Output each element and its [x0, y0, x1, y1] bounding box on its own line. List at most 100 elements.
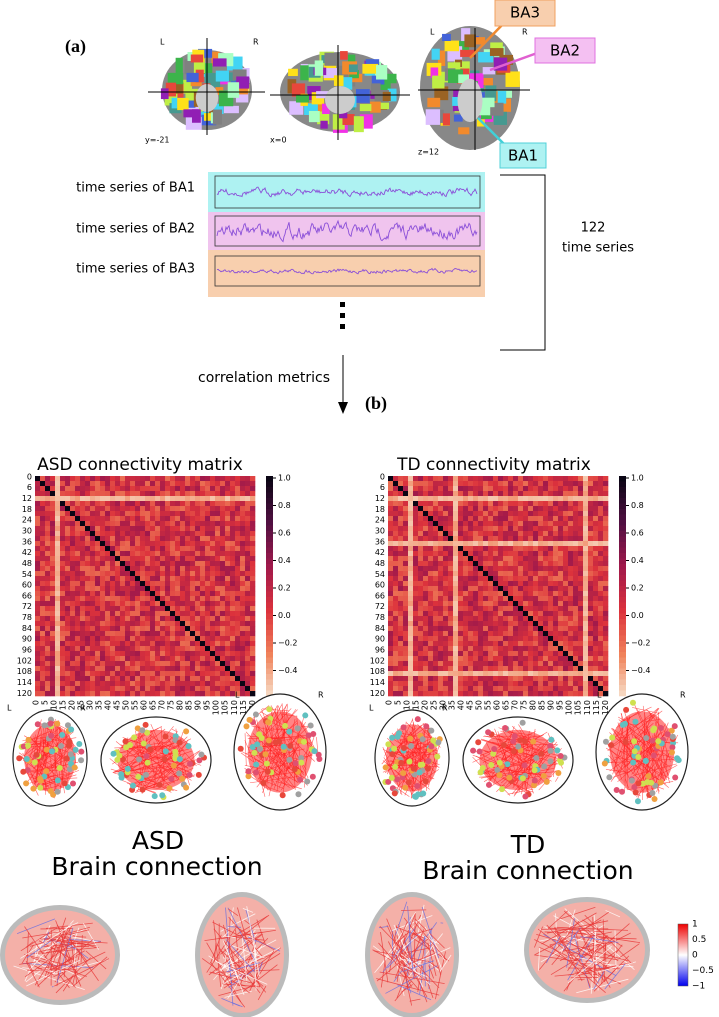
matrix-cell [135, 516, 140, 521]
matrix-cell [175, 676, 180, 681]
matrix-cell [45, 476, 50, 481]
matrix-cell [548, 541, 553, 546]
matrix-cell [215, 636, 220, 641]
matrix-cell [473, 541, 478, 546]
matrix-cell [433, 561, 438, 566]
matrix-cell [398, 531, 403, 536]
matrix-cell [245, 691, 250, 696]
colorbar-step [266, 482, 273, 488]
matrix-cell [130, 601, 135, 606]
matrix-cell [508, 651, 513, 656]
matrix-cell [125, 511, 130, 516]
matrix-cell [60, 651, 65, 656]
matrix-cell [100, 546, 105, 551]
matrix-cell [75, 596, 80, 601]
matrix-cell [65, 581, 70, 586]
matrix-cell [453, 581, 458, 586]
matrix-cell [443, 621, 448, 626]
matrix-cell [533, 571, 538, 576]
matrix-cell [200, 561, 205, 566]
matrix-cell [125, 536, 130, 541]
matrix-cell [50, 586, 55, 591]
matrix-cell [215, 511, 220, 516]
colorbar-step [619, 559, 626, 565]
node [171, 763, 177, 769]
matrix-cell [563, 606, 568, 611]
matrix-cell [220, 666, 225, 671]
matrix-cell [235, 606, 240, 611]
matrix-cell [518, 541, 523, 546]
matrix-cell [453, 616, 458, 621]
matrix-cell [120, 516, 125, 521]
matrix-cell [220, 491, 225, 496]
matrix-cell [215, 546, 220, 551]
matrix-cell [538, 616, 543, 621]
matrix-cell [423, 571, 428, 576]
matrix-cell [483, 641, 488, 646]
matrix-cell [403, 576, 408, 581]
matrix-cell [245, 486, 250, 491]
matrix-cell [90, 571, 95, 576]
matrix-cell [55, 611, 60, 616]
matrix-cell [458, 606, 463, 611]
matrix-cell [593, 541, 598, 546]
matrix-cell [423, 521, 428, 526]
matrix-cell [195, 621, 200, 626]
matrix-cell [398, 586, 403, 591]
matrix-cell [553, 666, 558, 671]
matrix-cell [45, 611, 50, 616]
matrix-cell [40, 676, 45, 681]
matrix-cell [573, 501, 578, 506]
matrix-cell [458, 671, 463, 676]
matrix-cell [503, 671, 508, 676]
matrix-cell [593, 626, 598, 631]
node [308, 722, 314, 728]
colorbar-step [266, 559, 273, 565]
matrix-cell [428, 586, 433, 591]
parcel [427, 98, 440, 107]
matrix-cell [528, 496, 533, 501]
matrix-cell [528, 586, 533, 591]
matrix-cell [468, 641, 473, 646]
matrix-cell [40, 521, 45, 526]
matrix-cell [205, 671, 210, 676]
matrix-cell [523, 476, 528, 481]
matrix-cell [553, 481, 558, 486]
matrix-ytick: 72 [375, 602, 385, 611]
matrix-cell [55, 536, 60, 541]
matrix-cell [518, 646, 523, 651]
matrix-cell [235, 556, 240, 561]
matrix-cell [578, 631, 583, 636]
matrix-cell [210, 541, 215, 546]
matrix-cell [423, 686, 428, 691]
matrix-cell [393, 671, 398, 676]
matrix-cell [135, 551, 140, 556]
matrix-cell [443, 616, 448, 621]
matrix-cell [603, 671, 608, 676]
matrix-cell [220, 631, 225, 636]
matrix-cell [75, 691, 80, 696]
matrix-cell [573, 671, 578, 676]
matrix-cell [558, 666, 563, 671]
matrix-cell [433, 486, 438, 491]
matrix-cell [65, 586, 70, 591]
matrix-cell [548, 506, 553, 511]
matrix-cell [75, 626, 80, 631]
matrix-cell [598, 586, 603, 591]
matrix-cell [508, 516, 513, 521]
matrix-cell [393, 596, 398, 601]
matrix-cell [498, 551, 503, 556]
matrix-cell [105, 596, 110, 601]
matrix-cell [578, 526, 583, 531]
matrix-cell [413, 486, 418, 491]
matrix-cell [493, 546, 498, 551]
matrix-cell [398, 551, 403, 556]
matrix-cell [593, 571, 598, 576]
matrix-cell [448, 546, 453, 551]
node [264, 761, 270, 767]
matrix-cell [598, 626, 603, 631]
matrix-cell [135, 671, 140, 676]
matrix-cell [175, 606, 180, 611]
matrix-ytick: 18 [22, 505, 32, 514]
matrix-cell [100, 586, 105, 591]
